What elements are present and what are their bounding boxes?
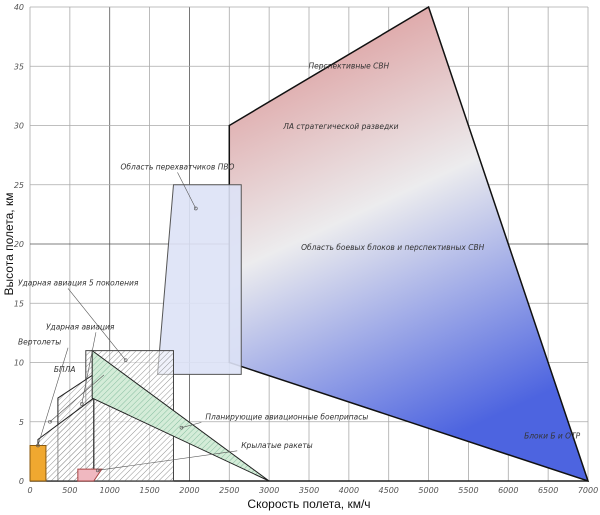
- y-tick-label: 10: [14, 359, 24, 368]
- x-tick-label: 1000: [100, 486, 120, 495]
- x-tick-label: 500: [62, 486, 77, 495]
- leader-dot: [123, 358, 128, 362]
- leader-dot: [95, 468, 100, 473]
- region-cruise: [77, 468, 103, 482]
- x-tick-label: 0: [27, 486, 32, 495]
- leader-line: [181, 422, 202, 428]
- leader-dot: [179, 425, 184, 430]
- x-tick-label: 3000: [259, 486, 279, 495]
- y-tick-label: 35: [14, 62, 24, 71]
- y-tick-label: 40: [14, 3, 24, 12]
- annotation-strategic: Блоки Б и ОТР: [524, 431, 581, 440]
- annotation-strategic: ЛА стратегической разведки: [282, 122, 398, 131]
- y-tick-label: 15: [14, 299, 24, 308]
- leader-dot: [194, 206, 198, 211]
- y-tick-label: 25: [14, 181, 24, 190]
- y-axis-label: Высота полета, км: [2, 193, 16, 296]
- leader-line: [67, 288, 126, 361]
- x-tick-label: 4500: [379, 486, 399, 495]
- annotation-strike5: Ударная авиация 5 поколения: [18, 278, 139, 287]
- leader-line: [37, 347, 69, 446]
- annotation-cruise: Крылатые ракеты: [241, 441, 313, 450]
- x-tick-label: 1500: [139, 486, 159, 495]
- x-axis-label: Скорость полета, км/ч: [247, 497, 370, 511]
- annotation-strategic: Область боевых блоков и перспективных СВ…: [301, 243, 485, 252]
- leader-dot: [36, 443, 40, 448]
- x-tick-label: 2500: [219, 486, 239, 495]
- y-tick-label: 5: [19, 418, 24, 427]
- y-tick-label: 30: [14, 122, 24, 131]
- x-tick-label: 7000: [578, 486, 598, 495]
- region-pvo: [156, 184, 242, 375]
- y-tick-label: 20: [14, 240, 24, 249]
- x-tick-label: 5000: [418, 486, 438, 495]
- y-tick-label: 0: [19, 477, 24, 486]
- annotation-helicopters: Вертолеты: [18, 338, 61, 347]
- annotation-uav: БПЛА: [54, 365, 76, 374]
- x-tick-label: 3500: [299, 486, 319, 495]
- leader-dot: [48, 419, 52, 424]
- annotation-pvo: Область перехватчиков ПВО: [121, 162, 235, 171]
- leader-line: [97, 450, 238, 471]
- region-glide: [91, 349, 270, 482]
- annotation-strike: Ударная авиация: [46, 322, 115, 331]
- annotation-strategic: Перспективные СВН: [309, 62, 390, 71]
- x-tick-label: 5500: [458, 486, 478, 495]
- annotation-glide: Планирующие авиационные боеприпасы: [205, 412, 368, 421]
- x-tick-label: 2000: [179, 486, 199, 495]
- leader-line: [49, 374, 105, 422]
- region-helicopters: [29, 444, 47, 482]
- leader-line: [177, 172, 197, 209]
- x-tick-label: 6000: [498, 486, 518, 495]
- leader-dot: [80, 402, 84, 406]
- x-tick-label: 6500: [538, 486, 558, 495]
- x-tick-label: 4000: [339, 486, 359, 495]
